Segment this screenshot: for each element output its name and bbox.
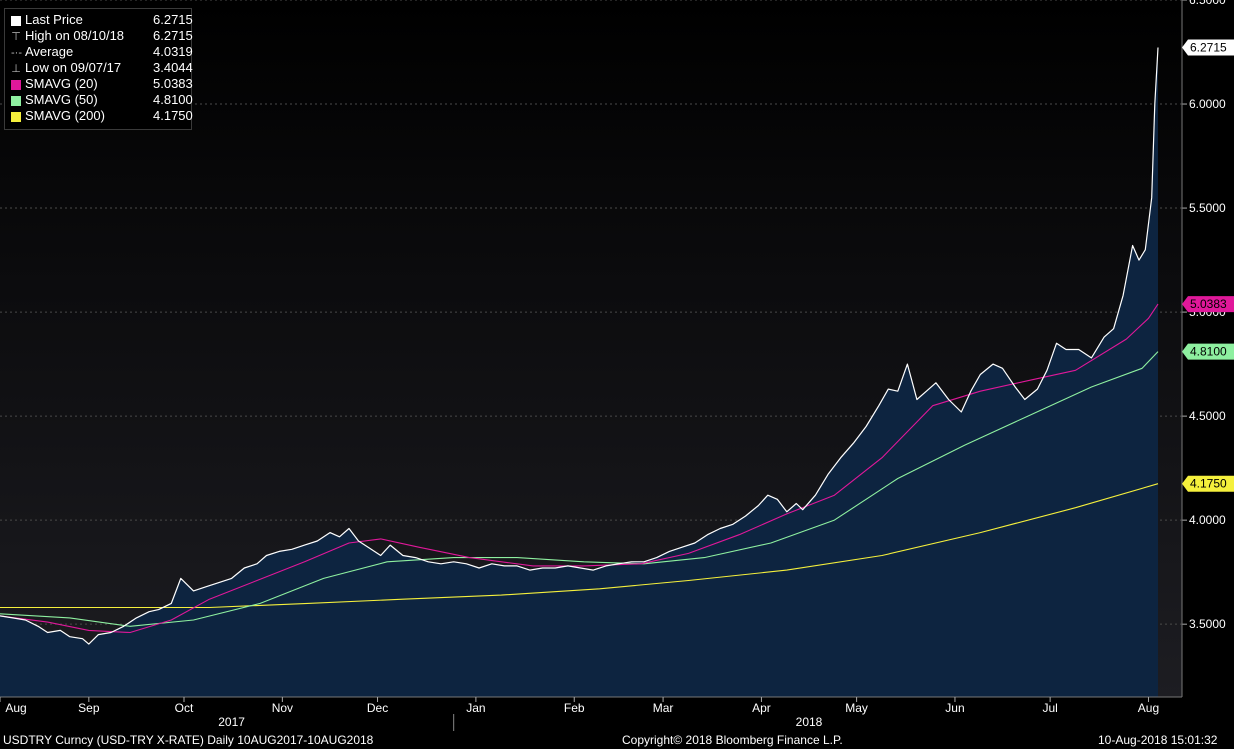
legend-value: 6.2715 xyxy=(153,28,193,43)
y-tick-label: 6.0000 xyxy=(1189,97,1226,111)
end-label-last-price: 6.2715 xyxy=(1182,39,1234,56)
legend-item-smavg-20: SMAVG (20) 5.0383 xyxy=(11,76,193,92)
legend-label: SMAVG (50) xyxy=(25,92,98,107)
x-tick-label: Jul xyxy=(1042,701,1057,715)
price-area-fill xyxy=(0,47,1158,697)
legend-item-smavg-200: SMAVG (200) 4.1750 xyxy=(11,108,193,124)
series-lines xyxy=(0,47,1159,645)
legend-swatch xyxy=(11,95,21,106)
series-line-smavg-200 xyxy=(0,483,1159,609)
y-tick-label: 5.5000 xyxy=(1189,201,1226,215)
x-tick-label: May xyxy=(845,701,868,715)
end-label-smavg-200: 4.1750 xyxy=(1182,475,1234,492)
low-marker-icon: ⊥ xyxy=(11,63,21,75)
legend-value: 4.0319 xyxy=(153,44,193,59)
x-year-label: 2018 xyxy=(796,715,823,729)
legend-value: 3.4044 xyxy=(153,60,193,75)
y-tick-label: 3.5000 xyxy=(1189,617,1226,631)
x-tick-label: Sep xyxy=(78,701,100,715)
x-tick-label: Oct xyxy=(175,701,194,715)
x-tick-label: Jun xyxy=(945,701,964,715)
legend-item-high: ⊤ High on 08/10/18 6.2715 xyxy=(11,28,193,44)
x-year-label: 2017 xyxy=(218,715,245,729)
x-tick-label: Nov xyxy=(272,701,293,715)
legend-item-smavg-50: SMAVG (50) 4.8100 xyxy=(11,92,193,108)
legend-swatch xyxy=(11,111,21,122)
footer-copyright: Copyright© 2018 Bloomberg Finance L.P. xyxy=(622,733,843,747)
legend-swatch xyxy=(11,15,21,26)
series-line-smavg-20 xyxy=(0,303,1159,634)
price-area xyxy=(0,47,1158,697)
x-tick-label: Aug xyxy=(5,701,26,715)
x-tick-label: Dec xyxy=(367,701,388,715)
legend-value: 5.0383 xyxy=(153,76,193,91)
end-label-bg xyxy=(1182,343,1234,360)
legend-swatch xyxy=(11,79,21,90)
y-tick-label: 6.5000 xyxy=(1189,0,1226,7)
end-label-smavg-50: 4.8100 xyxy=(1182,343,1234,360)
end-label-bg xyxy=(1182,296,1234,313)
end-label-bg xyxy=(1182,39,1234,56)
average-marker-icon: -·- xyxy=(11,47,22,59)
legend-item-last-price: Last Price 6.2715 xyxy=(11,12,193,28)
legend-label: SMAVG (20) xyxy=(25,76,98,91)
x-tick-label: Aug xyxy=(1138,701,1159,715)
y-tick-label: 4.0000 xyxy=(1189,513,1226,527)
x-tick-label: Apr xyxy=(752,701,771,715)
footer-ticker: USDTRY Curncy (USD-TRY X-RATE) Daily 10A… xyxy=(3,733,374,747)
series-line-last-price xyxy=(0,47,1159,645)
legend-item-low: ⊥ Low on 09/07/17 3.4044 xyxy=(11,60,193,76)
x-tick-label: Mar xyxy=(653,701,674,715)
end-value-labels: 6.2715 5.0383 4.8100 4.1750 xyxy=(1182,39,1234,492)
end-label-smavg-20: 5.0383 xyxy=(1182,296,1234,313)
end-label-text: 6.2715 xyxy=(1190,41,1227,55)
legend-label: Average xyxy=(25,44,74,59)
legend-value: 4.8100 xyxy=(153,92,193,107)
x-axis: Aug Sep Oct Nov Dec Jan Feb Mar Apr May Jun Jul Aug 2… xyxy=(0,696,1182,731)
end-label-bg xyxy=(1182,475,1234,492)
end-label-text: 4.1750 xyxy=(1190,477,1227,491)
end-label-text: 5.0383 xyxy=(1190,297,1227,311)
legend: Last Price 6.2715 ⊤ High on 08/10/18 6.2715… xyxy=(4,8,193,130)
legend-label: Low on 09/07/17 xyxy=(25,60,122,75)
x-tick-label: Feb xyxy=(564,701,585,715)
y-tick-label: 4.5000 xyxy=(1189,409,1226,423)
series-line-smavg-50 xyxy=(0,351,1159,627)
high-marker-icon: ⊤ xyxy=(11,31,21,43)
legend-value: 4.1750 xyxy=(153,108,193,123)
legend-label: Last Price xyxy=(25,12,83,27)
x-tick-label: Jan xyxy=(466,701,485,715)
legend-label: High on 08/10/18 xyxy=(25,28,125,43)
end-label-text: 4.8100 xyxy=(1190,345,1227,359)
legend-value: 6.2715 xyxy=(153,12,193,27)
legend-label: SMAVG (200) xyxy=(25,108,105,123)
legend-item-average: -·- Average 4.0319 xyxy=(11,44,193,60)
footer-timestamp: 10-Aug-2018 15:01:32 xyxy=(1098,733,1218,747)
